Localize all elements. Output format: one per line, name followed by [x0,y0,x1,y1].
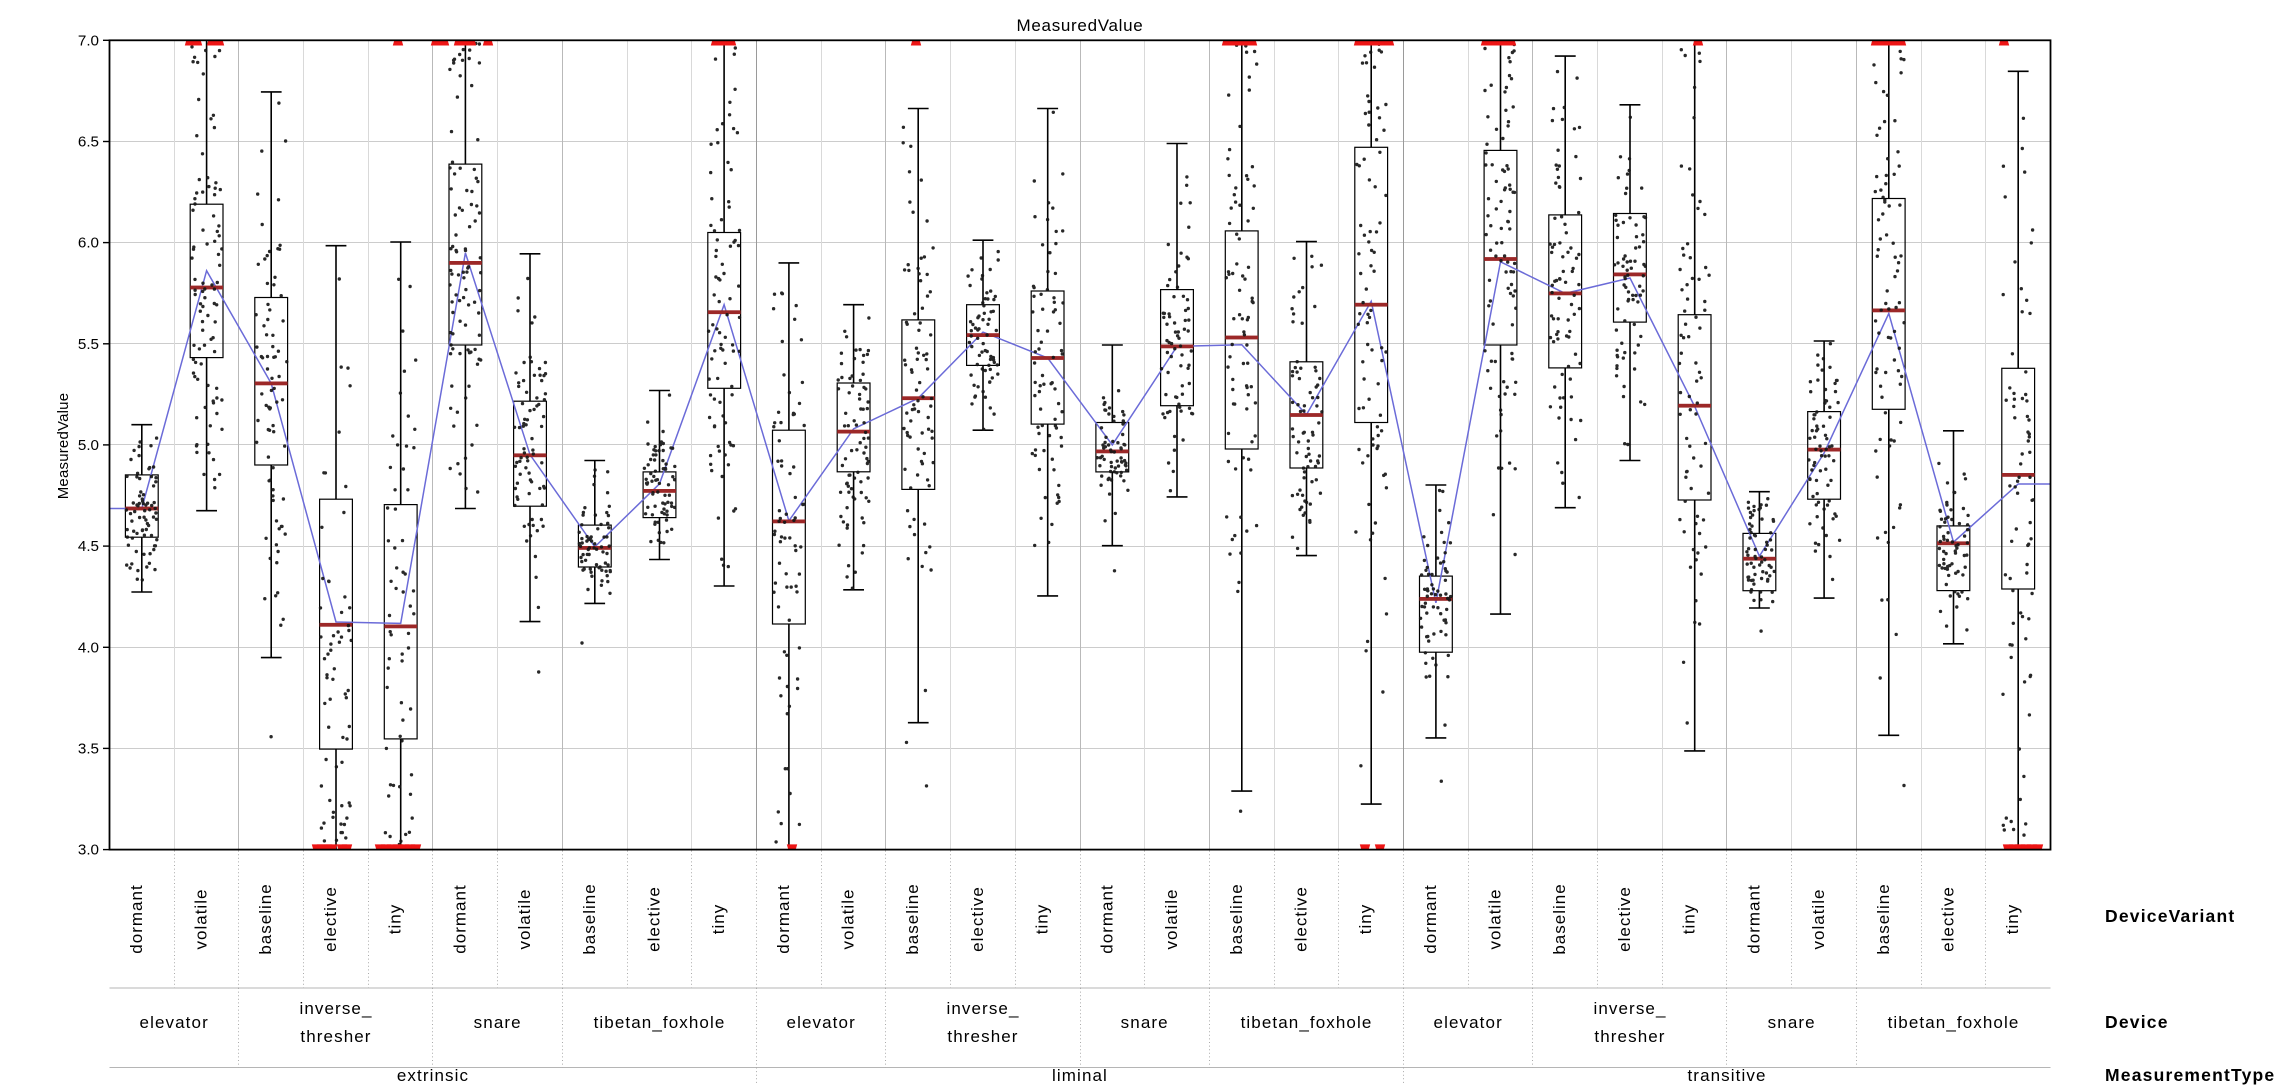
svg-text:tiny: tiny [2003,904,2022,934]
svg-text:dormant: dormant [1421,884,1440,953]
svg-text:elective: elective [1939,886,1958,952]
svg-text:tiny: tiny [1680,904,1699,934]
svg-text:6.5: 6.5 [78,134,99,151]
svg-text:liminal: liminal [1052,1066,1108,1085]
svg-text:tiny: tiny [386,904,405,934]
svg-text:baseline: baseline [1227,883,1246,954]
svg-text:volatile: volatile [1486,889,1505,950]
svg-text:elective: elective [645,886,664,952]
svg-text:tibetan_foxhole: tibetan_foxhole [594,1013,726,1032]
svg-text:baseline: baseline [1550,883,1569,954]
svg-text:4.5: 4.5 [78,538,99,555]
svg-text:thresher: thresher [947,1027,1018,1046]
svg-text:volatile: volatile [1162,889,1181,950]
svg-text:snare: snare [1121,1013,1169,1032]
svg-text:dormant: dormant [127,884,146,953]
svg-text:3.5: 3.5 [78,740,99,757]
svg-text:6.0: 6.0 [78,235,99,252]
svg-text:MeasurementType: MeasurementType [2105,1065,2275,1085]
svg-text:tiny: tiny [709,904,728,934]
svg-text:elective: elective [1292,886,1311,952]
svg-text:inverse_: inverse_ [946,999,1019,1018]
svg-text:extrinsic: extrinsic [397,1066,469,1085]
svg-text:volatile: volatile [515,889,534,950]
svg-text:tibetan_foxhole: tibetan_foxhole [1888,1013,2020,1032]
svg-text:elective: elective [1615,886,1634,952]
svg-text:snare: snare [474,1013,522,1032]
svg-text:elevator: elevator [140,1013,209,1032]
svg-text:3.0: 3.0 [78,842,99,859]
svg-text:elevator: elevator [787,1013,856,1032]
svg-text:baseline: baseline [1874,883,1893,954]
svg-text:thresher: thresher [300,1027,371,1046]
svg-text:MeasuredValue: MeasuredValue [1017,16,1144,35]
svg-text:Device: Device [2105,1012,2169,1032]
svg-text:volatile: volatile [1809,889,1828,950]
svg-text:dormant: dormant [1744,884,1763,953]
svg-text:tiny: tiny [1356,904,1375,934]
svg-text:volatile: volatile [839,889,858,950]
svg-text:7.0: 7.0 [78,32,99,49]
svg-text:tiny: tiny [1033,904,1052,934]
svg-text:5.5: 5.5 [78,336,99,353]
svg-text:snare: snare [1768,1013,1816,1032]
svg-text:volatile: volatile [192,889,211,950]
svg-text:transitive: transitive [1687,1066,1766,1085]
svg-text:thresher: thresher [1594,1027,1665,1046]
svg-text:elevator: elevator [1434,1013,1503,1032]
svg-text:baseline: baseline [580,883,599,954]
svg-text:dormant: dormant [774,884,793,953]
svg-text:inverse_: inverse_ [1593,999,1666,1018]
svg-text:inverse_: inverse_ [299,999,372,1018]
svg-text:elective: elective [968,886,987,952]
svg-text:5.0: 5.0 [78,437,99,454]
svg-text:baseline: baseline [903,883,922,954]
svg-text:MeasuredValue: MeasuredValue [55,393,72,500]
svg-text:dormant: dormant [1097,884,1116,953]
svg-text:baseline: baseline [256,883,275,954]
svg-text:DeviceVariant: DeviceVariant [2105,906,2235,926]
svg-text:tibetan_foxhole: tibetan_foxhole [1241,1013,1373,1032]
svg-text:4.0: 4.0 [78,639,99,656]
svg-text:elective: elective [321,886,340,952]
svg-text:dormant: dormant [450,884,469,953]
